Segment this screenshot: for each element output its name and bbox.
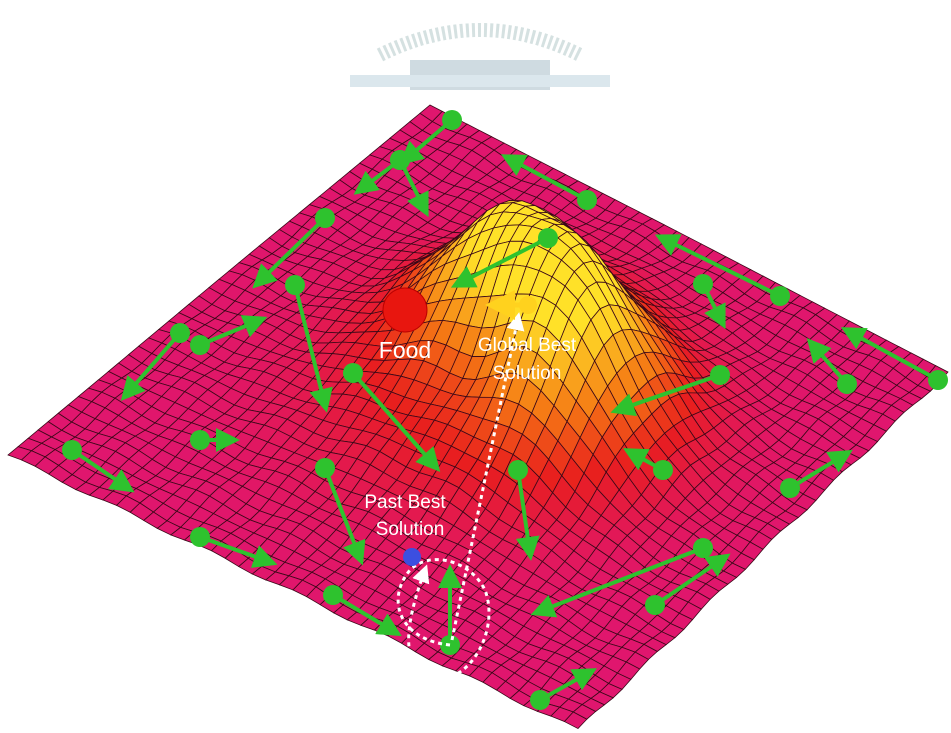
food-label: Food (379, 337, 431, 363)
particle (710, 365, 730, 385)
particle (538, 228, 558, 248)
particle (530, 690, 550, 710)
global-best-label: Solution (493, 363, 562, 384)
particle (928, 370, 948, 390)
particle (577, 190, 597, 210)
particle (653, 460, 673, 480)
fitness-surface (8, 105, 948, 729)
particle (170, 323, 190, 343)
past-best-label: Solution (376, 519, 445, 540)
particle (190, 430, 210, 450)
particle (780, 478, 800, 498)
particle (645, 595, 665, 615)
particle (315, 458, 335, 478)
particle (190, 527, 210, 547)
food (383, 288, 427, 332)
particle (508, 460, 528, 480)
particle (315, 208, 335, 228)
past-best (403, 548, 421, 566)
particle (390, 150, 410, 170)
particle (62, 440, 82, 460)
particle (770, 286, 790, 306)
pso-diagram: Food Global Best Solution Past Best Solu… (0, 0, 951, 733)
particle (693, 274, 713, 294)
watermark-logo (350, 30, 610, 90)
global-best-label: Global Best (478, 335, 577, 356)
particle (190, 335, 210, 355)
particle (442, 110, 462, 130)
particle (343, 363, 363, 383)
particle (285, 275, 305, 295)
particle (837, 374, 857, 394)
particle (323, 585, 343, 605)
global-best (519, 296, 537, 314)
particle (693, 538, 713, 558)
past-best-label: Past Best (364, 492, 446, 513)
